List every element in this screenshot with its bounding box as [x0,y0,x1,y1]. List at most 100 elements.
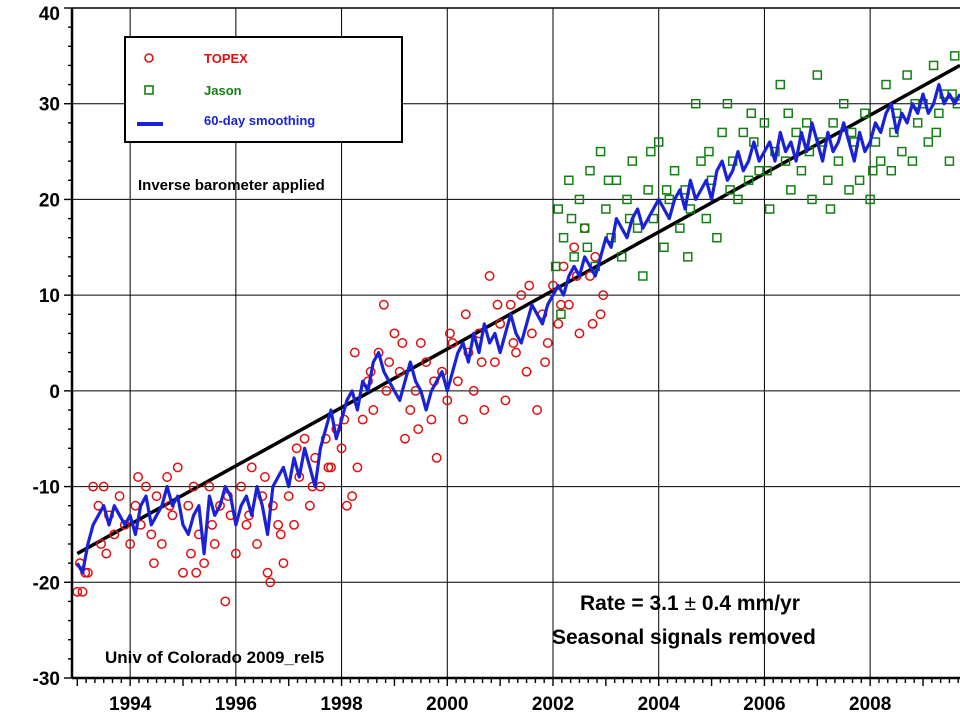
topex-point-20 [167,510,178,521]
jason-point-28 [690,98,701,109]
axes [64,7,960,686]
topex-point-101 [595,309,606,320]
topex-point-124 [460,309,471,320]
topex-point-11 [119,519,130,530]
y-tick-label--10: -10 [33,478,60,499]
topex-point-26 [199,558,210,569]
topex-point-134 [191,567,202,578]
topex-point-103 [101,548,112,559]
trend-line-group [76,63,960,556]
topex-point-113 [291,443,302,454]
jason-point-60 [860,108,870,119]
topex-point-119 [381,385,392,396]
y-tick-label-10: 10 [39,286,60,307]
rate-suffix: 0.4 mm/yr [696,592,800,615]
jason-point-88 [746,108,756,119]
topex-point-82 [495,318,506,329]
jason-point-64 [881,79,891,90]
topex-point-41 [278,558,289,569]
topex-point-17 [151,491,162,502]
jason-point-16 [627,156,638,166]
jason-point-11 [601,204,611,214]
legend-topex-label: TOPEX [204,51,248,66]
topex-point-74 [452,376,463,387]
topex-point-30 [220,596,231,607]
y-tick-label-0: 0 [49,382,60,403]
topex-point-91 [542,338,553,348]
jason-point-37 [738,127,749,138]
topex-point-22 [178,567,188,578]
topex-point-12 [125,539,136,549]
topex-point-15 [141,481,151,492]
jason-point-72 [923,137,934,147]
rate-prefix: Rate = 3.1 [580,592,684,615]
jason-point-30 [701,213,712,224]
topex-point-34 [241,519,252,530]
topex-point-86 [516,290,527,301]
topex-point-79 [479,405,490,415]
topex-point-85 [511,347,521,358]
jason-point-8 [585,165,595,176]
jason-point-5 [569,252,579,262]
jason-point-29 [696,156,706,166]
x-tick-label-2008: 2008 [849,694,891,715]
jason-point-19 [643,185,653,195]
topex-point-18 [156,539,167,549]
topex-point-97 [574,328,585,339]
topex-point-52 [336,443,347,454]
jason-point-65 [886,165,897,176]
topex-point-67 [415,338,426,348]
jason-point-7 [579,223,590,233]
topex-point-87 [521,366,532,377]
topex-point-64 [400,433,410,444]
topex-point-117 [349,347,360,358]
topex-point-133 [598,290,609,301]
jason-point-36 [733,194,743,205]
jason-point-53 [823,175,833,186]
jason-point-97 [931,127,941,138]
topex-point-62 [389,328,400,339]
jason-point-81 [603,175,614,186]
jason-point-48 [796,165,807,176]
topex-point-24 [188,481,199,492]
jason-point-33 [717,127,727,138]
topex-point-21 [172,462,183,473]
topex-point-54 [347,491,358,502]
jason-point-25 [675,223,685,233]
topex-point-73 [447,338,458,348]
topex-point-130 [555,299,566,310]
topex-point-38 [262,567,273,578]
jason-point-54 [828,118,838,128]
legend-smoothing-label: 60-day smoothing [204,113,315,128]
topex-point-40 [273,519,284,530]
topex-point-10 [114,491,125,502]
jason-point-1 [553,204,564,214]
topex-point-19 [162,472,173,482]
jason-point-90 [783,108,793,119]
jason-point-22 [659,242,669,253]
topex-point-129 [540,357,551,368]
topex-point-42 [283,491,294,502]
jason-point-57 [844,185,854,195]
topex-point-61 [384,357,395,368]
jason-point-10 [595,146,606,157]
jason-point-2 [556,309,566,320]
jason-point-84 [661,185,672,195]
topex-point-39 [267,500,278,511]
topex-point-112 [275,529,286,540]
topex-point-23 [183,500,194,511]
topex-point-83 [500,395,511,406]
legend: TOPEX Jason 60-day smoothing [124,36,403,143]
topex-point-9 [109,529,120,540]
smoothing-line [75,82,960,575]
jason-point-61 [865,194,875,205]
topex-point-80 [484,271,495,281]
topex-point-32 [230,548,241,559]
topex-point-84 [505,299,516,310]
x-tick-label-2004: 2004 [638,694,681,715]
jason-point-24 [669,165,680,176]
jason-point-4 [564,175,574,186]
jason-point-6 [574,194,585,205]
topex-point-135 [265,577,276,588]
